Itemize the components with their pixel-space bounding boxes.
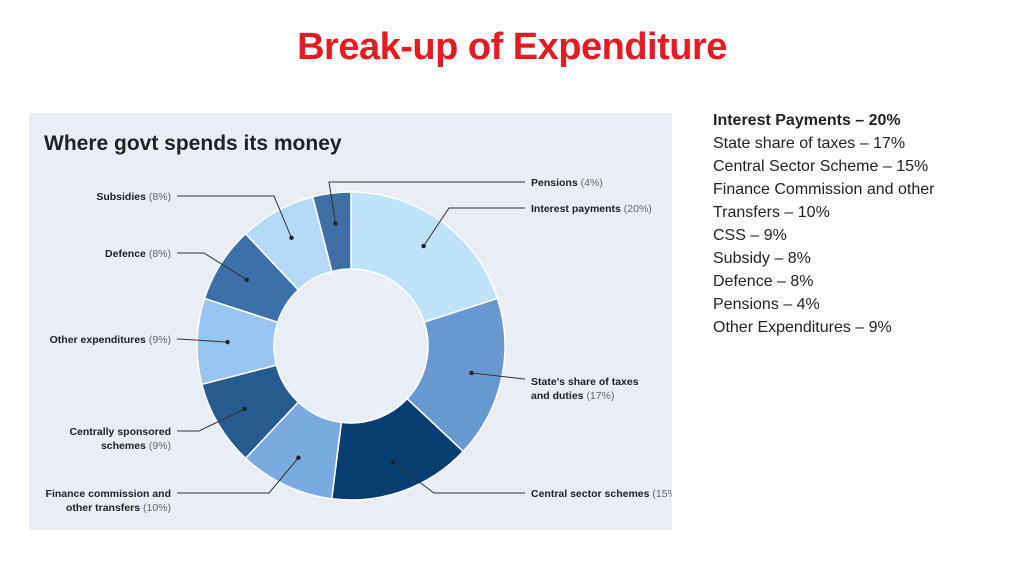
- leader-lines: [177, 181, 525, 494]
- chart-title: Where govt spends its money: [44, 132, 342, 155]
- leader-dot: [289, 235, 294, 240]
- donut-slice: [330, 397, 465, 501]
- leader-dot: [333, 221, 338, 226]
- slice-label-line: Other expenditures: [50, 334, 149, 346]
- slice-percent: (8%): [149, 248, 171, 260]
- slice-percent: (8%): [149, 191, 171, 203]
- leader-dot: [242, 406, 247, 412]
- slice-label: Central sector schemes (15%): [531, 488, 672, 500]
- leader-line: [423, 207, 525, 247]
- slice-label: Interest payments (20%): [531, 203, 652, 215]
- leader-line: [471, 372, 525, 380]
- chart-panel: Where govt spends its money Interest pay…: [29, 113, 672, 530]
- slice-percent: (17%): [586, 390, 614, 402]
- summary-line: CSS – 9%: [713, 227, 787, 244]
- summary-line: Central Sector Scheme – 15%: [713, 158, 929, 175]
- slice-percent: (4%): [581, 177, 603, 189]
- slice-label: Subsidies (8%): [96, 191, 171, 203]
- slice-label: Defence (8%): [105, 248, 171, 260]
- slice-label-line: Subsidies: [96, 191, 149, 203]
- slice-label-line: State's share of taxes: [531, 376, 639, 388]
- slide-title: Break-up of Expenditure: [297, 26, 727, 68]
- donut-slice: [311, 191, 352, 273]
- slice-label: Centrally sponsored schemes (9%): [69, 426, 171, 452]
- summary-line: Interest Payments – 20%: [713, 112, 901, 129]
- donut-chart: Where govt spends its money Interest pay…: [44, 132, 672, 514]
- slice-label-line: schemes: [101, 440, 149, 452]
- summary-list: Interest Payments – 20% State share of ta…: [713, 109, 1013, 339]
- slice-label-line: Centrally sponsored: [69, 426, 171, 438]
- leader-dot: [421, 243, 426, 249]
- slice-label-line: Pensions: [531, 177, 581, 189]
- leader-dot: [469, 370, 474, 376]
- leader-line: [177, 252, 247, 281]
- summary-line: Other Expenditures – 9%: [713, 319, 892, 336]
- summary-line: Transfers – 10%: [713, 204, 830, 221]
- leader-dot: [225, 339, 230, 345]
- slice-label: Finance commission and other transfers (1…: [46, 488, 171, 514]
- slice-label-line: Interest payments: [531, 203, 624, 215]
- summary-line: Pensions – 4%: [713, 296, 820, 313]
- summary-line: State share of taxes – 17%: [713, 135, 906, 152]
- slice-label-line: Central sector schemes: [531, 488, 652, 500]
- slice-label-line: Finance commission and: [46, 488, 171, 500]
- slice-label: State's share of taxes and duties (17%): [531, 376, 639, 402]
- donut-slices: [196, 191, 506, 501]
- leader-line: [392, 461, 525, 494]
- slice-label-line: and duties: [531, 390, 586, 402]
- summary-line: Subsidy – 8%: [713, 250, 811, 267]
- slice-percent: (10%): [143, 502, 171, 514]
- slice-labels: Interest payments (20%) State's share of …: [46, 177, 672, 514]
- leader-line: [177, 338, 228, 343]
- leader-line: [177, 408, 245, 432]
- summary-line: Defence – 8%: [713, 273, 814, 290]
- donut-slice: [350, 191, 499, 324]
- summary-line: Finance Commission and other: [713, 181, 935, 198]
- slice-label-line: Defence: [105, 248, 149, 260]
- slice-label-line: other transfers: [66, 502, 143, 514]
- slice-label: Other expenditures (9%): [50, 334, 171, 346]
- slice-percent: (15%): [652, 488, 672, 500]
- slice-percent: (20%): [624, 203, 652, 215]
- leader-line: [177, 195, 292, 238]
- leader-line: [177, 457, 299, 494]
- slice-percent: (9%): [149, 334, 171, 346]
- leader-dot: [296, 455, 301, 460]
- slice-percent: (9%): [149, 440, 171, 452]
- slice-label: Pensions (4%): [531, 177, 603, 189]
- leader-line: [328, 181, 525, 224]
- leader-dot: [244, 277, 249, 283]
- leader-dot: [390, 459, 396, 465]
